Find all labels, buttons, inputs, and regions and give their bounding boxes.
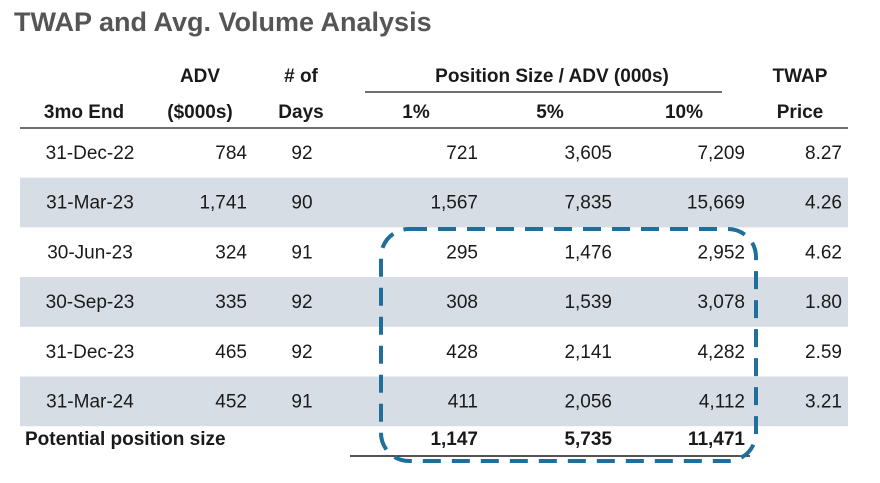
cell: 721 <box>446 143 478 164</box>
cell: 4.26 <box>805 193 842 214</box>
cell: 324 <box>215 242 247 263</box>
header-label: TWAP <box>773 66 828 87</box>
cell: 1,567 <box>430 193 478 214</box>
cell: 411 <box>448 392 478 413</box>
highlight-box <box>379 227 758 463</box>
cell: 7,835 <box>564 193 612 214</box>
header-label: ADV <box>180 66 220 87</box>
header-label: ($000s) <box>167 102 233 123</box>
cell: 15,669 <box>687 193 745 214</box>
cell: 2,952 <box>697 242 745 263</box>
cell: 31-Mar-23 <box>46 193 134 214</box>
cell: 90 <box>291 193 312 214</box>
cell: 2,141 <box>564 342 612 363</box>
cell: 3,078 <box>697 292 745 313</box>
cell: 8.27 <box>805 143 842 164</box>
cell: 784 <box>215 143 247 164</box>
cell: 92 <box>291 292 312 313</box>
cell: 4,282 <box>697 342 745 363</box>
header-label: 1% <box>402 102 430 123</box>
cell: 30-Sep-23 <box>46 292 135 313</box>
cell: 308 <box>446 292 478 313</box>
cell: 428 <box>446 342 478 363</box>
header-label: Price <box>777 102 823 123</box>
cell: 2,056 <box>564 392 612 413</box>
cell: 2.59 <box>805 342 842 363</box>
footer-value: 5,735 <box>564 429 612 450</box>
cell: 91 <box>291 392 312 413</box>
header-label: Days <box>278 102 323 123</box>
cell: 7,209 <box>697 143 745 164</box>
header-label: Position Size / ADV (000s) <box>435 66 669 87</box>
footer-label: Potential position size <box>25 429 226 450</box>
cell: 1,539 <box>564 292 612 313</box>
cell: 31-Dec-22 <box>46 143 135 164</box>
row-shade <box>20 277 848 327</box>
cell: 31-Dec-23 <box>46 342 135 363</box>
cell: 3.21 <box>805 392 842 413</box>
cell: 4,112 <box>699 392 745 413</box>
cell: 3,605 <box>564 143 612 164</box>
cell: 1.80 <box>805 292 842 313</box>
cell: 91 <box>291 242 312 263</box>
cell: 92 <box>291 143 312 164</box>
cell: 1,741 <box>199 193 247 214</box>
row-shade <box>20 376 848 427</box>
header-label: 10% <box>665 102 703 123</box>
footer-value: 11,471 <box>688 429 745 450</box>
title: TWAP and Avg. Volume Analysis <box>14 7 432 37</box>
row-shade <box>20 177 848 228</box>
cell: 4.62 <box>805 242 842 263</box>
header-label: 3mo End <box>44 102 124 123</box>
cell: 295 <box>446 242 478 263</box>
cell: 465 <box>215 342 247 363</box>
cell: 452 <box>215 392 247 413</box>
header-label: 5% <box>536 102 564 123</box>
cell: 92 <box>291 342 312 363</box>
cell: 335 <box>215 292 247 313</box>
cell: 31-Mar-24 <box>46 392 134 413</box>
cell: 30-Jun-23 <box>47 242 133 263</box>
cell: 1,476 <box>564 242 612 263</box>
footer-value: 1,147 <box>430 429 478 450</box>
header-label: # of <box>284 66 318 87</box>
